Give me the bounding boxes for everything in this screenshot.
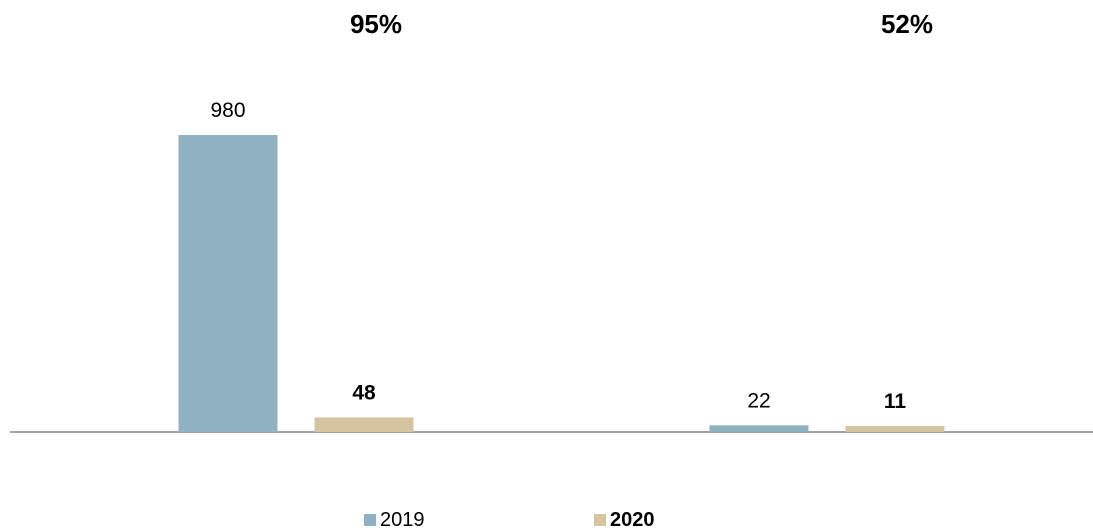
bar-2019-1 <box>709 425 809 432</box>
legend-item-2020: 2020 <box>594 508 655 532</box>
group-annotation-1: 52% <box>881 9 933 39</box>
group-annotation-0: 95% <box>350 9 402 39</box>
data-label-2019-1: 22 <box>747 389 770 412</box>
chart-plot: 980 48 95% 22 11 52% <box>10 9 1093 433</box>
legend-swatch-2019 <box>364 514 376 526</box>
bar-2020-0 <box>314 417 414 432</box>
data-label-2020-0: 48 <box>352 381 376 404</box>
bar-2020-1 <box>845 426 945 432</box>
data-label-2020-1: 11 <box>884 390 907 413</box>
legend-label-2019: 2019 <box>380 508 425 531</box>
legend-item-2019: 2019 <box>364 508 425 532</box>
legend-swatch-2020 <box>594 514 606 526</box>
data-label-2019-0: 980 <box>210 99 245 122</box>
bar-2019-0 <box>178 135 278 432</box>
legend-label-2020: 2020 <box>610 508 655 531</box>
